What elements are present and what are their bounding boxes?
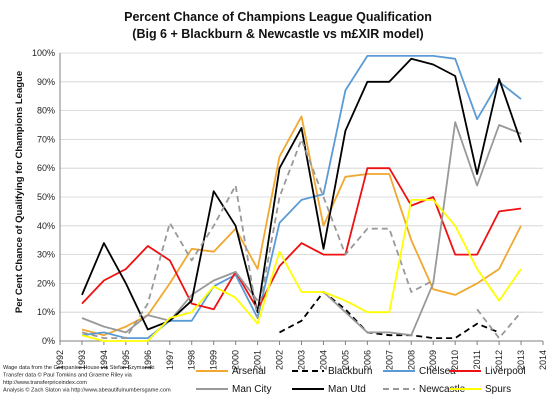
series-line [279, 291, 500, 339]
y-tick-label: 60% [37, 163, 55, 173]
series-line [476, 308, 522, 339]
x-tick-label: 2012 [494, 350, 504, 370]
series-line [81, 167, 522, 311]
legend-label: Man City [232, 384, 271, 395]
legend-item: Chelsea [383, 366, 456, 377]
series-line [322, 121, 522, 337]
legend-item: Newcastle [383, 384, 466, 395]
y-tick-label: 30% [37, 250, 55, 260]
legend: Arsenal Blackburn Chelsea Liverpool Man City… [196, 366, 526, 395]
x-tick-label: 2010 [450, 350, 460, 370]
x-tick-label: 2009 [428, 350, 438, 370]
credit-line: Transfer data © Paul Tomkins and Graeme … [3, 372, 133, 379]
y-tick-label: 80% [37, 106, 55, 116]
y-tick-label: 40% [37, 221, 55, 231]
series-newcastle [81, 138, 522, 339]
x-tick-label: 2003 [297, 350, 307, 370]
series-line [81, 115, 522, 337]
credit-line: http://www.transferpriceindex.com [3, 380, 87, 386]
legend-item: Man Utd [292, 384, 366, 395]
x-tick-label: 2001 [253, 350, 263, 370]
x-tick-label: 2013 [516, 350, 526, 370]
y-tick-label: 100% [32, 48, 55, 58]
x-tick-label: 2005 [340, 350, 350, 370]
x-tick-label: 1993 [77, 350, 87, 370]
series-liverpool [81, 167, 522, 311]
y-tick-label: 10% [37, 307, 55, 317]
x-tick-label: 1992 [55, 350, 65, 370]
x-tick-label: 1999 [209, 350, 219, 370]
credit-line: Analysis © Zach Slaton via http://www.ab… [3, 387, 171, 394]
x-tick-label: 2007 [384, 350, 394, 370]
legend-item: Blackburn [292, 366, 372, 377]
credits: Wage data from the Companies House via S… [3, 365, 171, 394]
y-axis-label: Per Cent Chance of Qualifying for Champi… [14, 71, 25, 313]
x-tick-label: 2006 [362, 350, 372, 370]
legend-label: Liverpool [485, 366, 526, 377]
y-tick-label: 50% [37, 192, 55, 202]
series-arsenal [81, 115, 522, 337]
legend-label: Chelsea [419, 366, 456, 377]
x-tick-label: 1995 [121, 350, 131, 370]
x-tick-label: 2014 [538, 350, 548, 370]
legend-item: Arsenal [196, 366, 266, 377]
series-line [81, 57, 522, 331]
legend-label: Blackburn [328, 366, 372, 377]
series-line [81, 199, 522, 342]
legend-item: Man City [196, 384, 271, 395]
series-line [81, 138, 434, 339]
x-tick-label: 1994 [99, 350, 109, 370]
y-tick-label: 70% [37, 134, 55, 144]
credit-line: Wage data from the Companies House via S… [3, 365, 155, 371]
legend-label: Spurs [485, 384, 511, 395]
y-tick-label: 90% [37, 77, 55, 87]
x-tick-label: 1996 [143, 350, 153, 370]
x-tick-label: 2011 [472, 350, 482, 369]
legend-label: Man Utd [328, 384, 366, 395]
chart-title: Percent Chance of Champions League Quali… [124, 10, 432, 24]
series-lines [81, 55, 522, 342]
legend-label: Newcastle [419, 384, 466, 395]
legend-item: Liverpool [449, 366, 526, 377]
x-tick-label: 1998 [187, 350, 197, 370]
x-tick-label: 2004 [318, 350, 328, 370]
x-tick-label: 2008 [406, 350, 416, 370]
axes: 0% 10% 20% 30% 40% 50% 60% 70% 80% 90% 100% 1992 199… [32, 48, 548, 370]
x-tick-label: 2000 [231, 350, 241, 370]
legend-item: Spurs [449, 384, 511, 395]
series-man-utd [81, 57, 522, 331]
legend-label: Arsenal [232, 366, 266, 377]
x-tick-label: 2002 [275, 350, 285, 370]
x-tick-label: 1997 [165, 350, 175, 370]
y-tick-label: 0% [42, 336, 55, 346]
y-tick-label: 20% [37, 278, 55, 288]
chart-subtitle: (Big 6 + Blackburn & Newcastle vs m£XIR … [132, 27, 423, 41]
series-blackburn [279, 291, 500, 339]
series-spurs [81, 199, 522, 342]
